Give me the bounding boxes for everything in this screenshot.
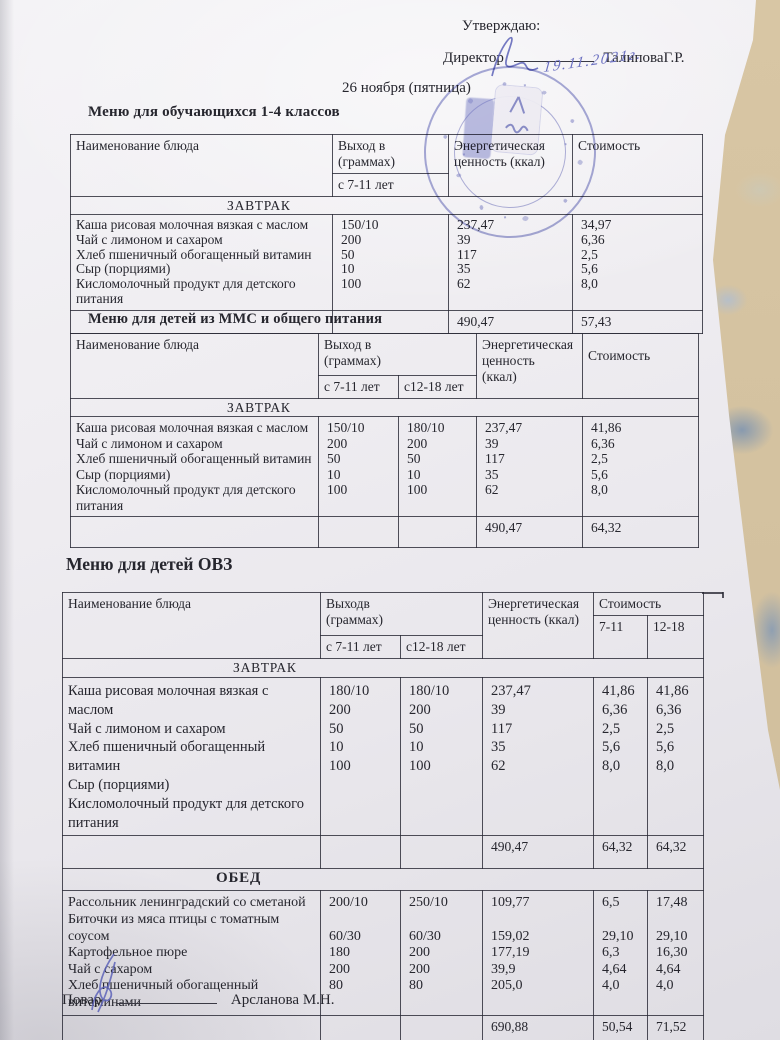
col-header-dish: Наименование блюда (70, 333, 319, 399)
col-header-energy: Энергетическая ценность (ккал) (448, 134, 573, 197)
ovz-menu-table: Наименование блюда Выходв (граммах) Энер… (61, 592, 705, 1040)
cook-signature (91, 953, 116, 1013)
table-edge-line (702, 592, 723, 594)
cost-total: 64,32 (582, 516, 700, 548)
dish-names: Каша рисовая молочная вязкая с маслом Ча… (70, 416, 319, 517)
dish-names: Каша рисовая молочная вязкая с маслом Ча… (70, 214, 333, 311)
table-edge-tick (722, 592, 724, 598)
breakfast-cost-12-18-total: 64,32 (647, 835, 705, 870)
col-header-cost: Стоимость (582, 333, 700, 399)
cost-7-11-values: 6,5 29,10 6,3 4,64 4,0 (593, 890, 649, 1016)
cost-values: 41,86 6,36 2,5 5,6 8,0 (582, 416, 700, 517)
empty-cell (62, 835, 321, 870)
lunch-cost-7-11-total: 50,54 (593, 1014, 649, 1040)
empty-cell (320, 835, 401, 870)
energy-total: 490,47 (476, 516, 584, 548)
col-header-energy: Энергетическая ценность (ккал) (482, 592, 595, 659)
col-header-dish: Наименование блюда (62, 592, 321, 659)
output-12-18-values: 250/10 60/30 200 200 80 (399, 890, 484, 1016)
energy-values: 109,77 159,02 177,19 39,9 205,0 (482, 890, 595, 1016)
breakfast-cost-7-11-total: 64,32 (593, 835, 649, 870)
col-header-output: Выход в (граммах) (332, 134, 449, 174)
empty-cell (70, 516, 319, 548)
ovz-menu-title: Меню для детей ОВЗ (66, 554, 233, 574)
cost-12-18-values: 17,48 29,10 16,30 4,64 4,0 (647, 890, 705, 1016)
section-breakfast: ЗАВТРАК (69, 398, 700, 417)
section-breakfast: ЗАВТРАК (70, 196, 703, 215)
cost-12-18-values: 41,86 6,36 2,5 5,6 8,0 (647, 676, 705, 837)
col-header-cost: Стоимость (572, 134, 703, 197)
col-subheader-cost-7-11: 7-11 (593, 615, 649, 659)
col-header-output: Выход в (граммах) (317, 333, 478, 376)
students-menu-title: Меню для обучающихся 1-4 классов (88, 104, 340, 120)
menu-date: 26 ноября (пятница) (342, 80, 471, 96)
col-header-dish: Наименование блюда (70, 134, 333, 197)
section-lunch: ОБЕД (61, 868, 705, 892)
mms-menu-table: Наименование блюда Выход в (граммах) Эне… (69, 333, 700, 548)
col-header-cost: Стоимость (593, 592, 705, 616)
output-7-11-values: 150/10 200 50 10 100 (318, 416, 399, 517)
col-header-energy: Энергетическая ценность (ккал) (476, 333, 584, 399)
mms-menu-title: Меню для детей из ММС и общего питания (88, 311, 383, 327)
cook-line: Повар Арсланова М.Н. (62, 991, 335, 1009)
section-breakfast: ЗАВТРАК (61, 658, 705, 678)
output-values: 150/10 200 50 10 100 (332, 214, 449, 311)
empty-cell (70, 309, 333, 334)
director-name: ТалиповаГ.Р. (603, 50, 685, 66)
dish-names: Рассольник ленинградский со сметаной Бит… (62, 890, 321, 1016)
empty-cell (318, 516, 399, 548)
col-subheader-age-7-11: с 7-11 лет (332, 173, 449, 197)
col-subheader-age-12-18: с12-18 лет (397, 375, 478, 399)
cook-name: Арсланова М.Н. (230, 992, 335, 1008)
col-subheader-age-12-18: с12-18 лет (399, 635, 484, 659)
col-subheader-age-7-11: с 7-11 лет (320, 635, 401, 659)
output-12-18-values: 180/10 200 50 10 100 (397, 416, 478, 517)
breakfast-energy-total: 490,47 (482, 835, 595, 870)
cost-total: 57,43 (572, 309, 703, 334)
empty-cell (62, 1014, 321, 1040)
energy-values: 237,47 39 117 35 62 (448, 214, 573, 311)
lunch-energy-total: 690,88 (482, 1014, 595, 1040)
energy-values: 237,47 39 117 35 62 (482, 676, 595, 837)
cook-signature-line (117, 991, 218, 1004)
energy-total: 490,47 (448, 309, 573, 334)
empty-cell (399, 835, 484, 870)
lunch-cost-12-18-total: 71,52 (647, 1014, 705, 1040)
col-header-output: Выходв (граммах) (319, 592, 484, 636)
col-subheader-age-7-11: с 7-11 лет (318, 375, 399, 399)
students-menu-table: Наименование блюда Выход в (граммах) Эне… (70, 134, 703, 334)
empty-cell (397, 516, 478, 548)
cost-values: 34,97 6,36 2,5 5,6 8,0 (572, 214, 703, 311)
output-12-18-values: 180/10 200 50 10 100 (399, 676, 484, 837)
approve-label: Утверждаю: (462, 18, 541, 34)
col-subheader-cost-12-18: 12-18 (647, 615, 705, 659)
empty-cell (399, 1014, 484, 1040)
output-7-11-values: 180/10 200 50 10 100 (320, 676, 401, 837)
cook-label: Повар (62, 992, 102, 1008)
empty-cell (320, 1014, 401, 1040)
dish-names: Каша рисовая молочная вязкая с маслом Ча… (62, 676, 321, 837)
cost-7-11-values: 41,86 6,36 2,5 5,6 8,0 (593, 676, 649, 837)
energy-values: 237,47 39 117 35 62 (476, 416, 584, 517)
